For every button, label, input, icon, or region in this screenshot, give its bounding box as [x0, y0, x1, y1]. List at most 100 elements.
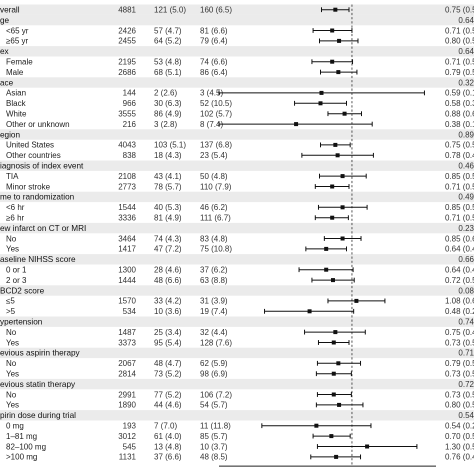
hr-point-marker: [333, 7, 338, 12]
row-label: verall: [0, 6, 20, 15]
row-n: 838: [123, 151, 137, 160]
row-hr-ci: 0.78 (0.42–1.45): [445, 151, 474, 160]
row-p-interaction: 0.66: [458, 255, 474, 264]
hr-point-marker: [324, 246, 329, 251]
subgroup-row: No 1487 25 (3.4) 32 (4.4) 0.75 (0.44–1.26): [6, 328, 474, 337]
subgroup-row: Yes 3373 95 (5.4) 128 (7.6) 0.73 (0.56–0.95): [6, 338, 474, 347]
row-treatment-events: 74 (4.3): [154, 234, 182, 243]
subgroup-row: No 3464 74 (4.3) 83 (4.8) 0.85 (0.62–1.17): [6, 234, 474, 243]
row-label: Other countries: [6, 151, 61, 160]
row-label: <6 hr: [6, 203, 25, 212]
row-treatment-events: 7 (7.0): [154, 422, 177, 431]
subgroup-row: TIA 2108 43 (4.1) 50 (4.8) 0.85 (0.57–1.28): [6, 172, 474, 181]
hr-point-marker: [335, 153, 340, 158]
hr-point-marker: [307, 309, 312, 314]
row-n: 1300: [118, 266, 136, 275]
hr-point-marker: [294, 122, 299, 127]
row-hr-ci: 0.64 (0.45–0.91): [445, 245, 474, 254]
hr-point-marker: [333, 330, 338, 335]
subgroup-header-row: ex 0.64: [0, 47, 474, 56]
hr-point-marker: [340, 205, 345, 210]
row-treatment-events: 13 (4.8): [154, 442, 182, 451]
row-hr-ci: 0.64 (0.40–1.02): [445, 266, 474, 275]
row-control-events: 75 (10.8): [200, 245, 232, 254]
row-label: No: [6, 390, 17, 399]
hr-point-marker: [334, 454, 339, 459]
hr-point-marker: [319, 90, 324, 95]
row-n: 1570: [118, 297, 136, 306]
row-n: 3464: [118, 234, 136, 243]
hr-point-marker: [336, 361, 341, 366]
row-control-events: 50 (4.8): [200, 172, 228, 181]
hr-point-marker: [337, 38, 342, 43]
row-hr-ci: 1.08 (0.66–1.77): [445, 297, 474, 306]
row-n: 1444: [118, 276, 136, 285]
header-band: [0, 316, 474, 327]
row-p-interaction: 0.64: [458, 47, 474, 56]
row-control-events: 46 (6.2): [200, 203, 228, 212]
row-treatment-events: 3 (2.8): [154, 120, 177, 129]
row-label: ≤5: [6, 297, 15, 306]
row-p-interaction: 0.54: [458, 411, 474, 420]
row-treatment-events: 30 (6.3): [154, 99, 182, 108]
row-treatment-events: 64 (5.2): [154, 37, 182, 46]
subgroup-row: Female 2195 53 (4.8) 74 (6.6) 0.71 (0.50–1.0…: [6, 58, 474, 67]
row-n: 2108: [118, 172, 136, 181]
row-label: evious aspirin therapy: [0, 349, 81, 358]
row-control-events: 98 (6.9): [200, 370, 228, 379]
row-treatment-events: 95 (5.4): [154, 338, 182, 347]
row-treatment-events: 86 (4.9): [154, 110, 182, 119]
row-label: White: [6, 110, 27, 119]
row-control-events: 48 (8.5): [200, 453, 228, 462]
row-label: No: [6, 234, 17, 243]
row-p-interaction: 0.89: [458, 130, 474, 139]
hr-point-marker: [354, 298, 359, 303]
row-control-events: 79 (6.4): [200, 37, 228, 46]
subgroup-row: >5 534 10 (3.6) 19 (7.4) 0.48 (0.22–1.03): [6, 307, 474, 316]
row-label: ypertension: [0, 318, 43, 327]
row-hr-ci: 0.73 (0.54–0.99): [445, 370, 474, 379]
row-label: pirin dose during trial: [0, 411, 76, 420]
header-band: [0, 347, 474, 359]
row-hr-ci: 0.75 (0.44–1.26): [445, 328, 474, 337]
row-hr-ci: 0.75 (0.59–0.95): [445, 6, 474, 15]
row-p-interaction: 0.64: [458, 16, 474, 25]
row-n: 3012: [118, 432, 136, 441]
header-band: [0, 285, 474, 296]
subgroup-header-row: evious statin therapy 0.72: [0, 380, 474, 389]
row-p-interaction: 0.08: [458, 286, 474, 295]
subgroup-row: <6 hr 1544 40 (5.3) 46 (6.2) 0.85 (0.56–1.30…: [6, 203, 474, 212]
row-hr-ci: 0.88 (0.66–1.18): [445, 110, 474, 119]
row-label: 82–100 mg: [6, 442, 46, 451]
row-label: No: [6, 328, 17, 337]
subgroup-row: ≥6 hr 3336 81 (4.9) 111 (6.7) 0.71 (0.53–0.9…: [6, 214, 474, 223]
row-control-events: 111 (6.7): [200, 214, 231, 223]
row-label: Male: [6, 68, 24, 77]
row-p-interaction: 0.72: [458, 380, 474, 389]
row-n: 1131: [119, 453, 137, 462]
row-n: 545: [123, 442, 137, 451]
row-label: Yes: [6, 370, 19, 379]
row-hr-ci: 0.71 (0.50–1.01): [445, 58, 474, 67]
subgroup-row: ≤5 1570 33 (4.2) 31 (3.9) 1.08 (0.66–1.77): [6, 297, 474, 306]
row-treatment-events: 48 (4.7): [154, 359, 182, 368]
row-treatment-events: 57 (4.7): [154, 26, 182, 35]
hr-point-marker: [340, 236, 345, 241]
row-treatment-events: 103 (5.1): [154, 141, 186, 150]
row-control-events: 23 (5.4): [200, 151, 228, 160]
row-label: aseline NIHSS score: [0, 255, 76, 264]
row-treatment-events: 43 (4.1): [154, 172, 182, 181]
subgroup-header-row: iagnosis of index event 0.46: [0, 162, 474, 171]
header-band: [0, 129, 474, 140]
row-label: 2 or 3: [6, 276, 27, 285]
row-label: Asian: [6, 89, 26, 98]
row-control-events: 8 (7.4): [200, 120, 223, 129]
hr-point-marker: [330, 278, 335, 283]
row-hr-ci: 1.30 (0.55–3.08): [445, 442, 474, 451]
row-label: evious statin therapy: [0, 380, 76, 389]
row-treatment-events: 40 (5.3): [154, 203, 182, 212]
subgroup-row: Black 966 30 (6.3) 52 (10.5) 0.58 (0.37–0.91…: [6, 99, 474, 108]
row-hr-ci: 0.54 (0.21–1.39): [445, 422, 474, 431]
row-treatment-events: 73 (5.2): [154, 370, 182, 379]
row-n: 3336: [118, 214, 136, 223]
